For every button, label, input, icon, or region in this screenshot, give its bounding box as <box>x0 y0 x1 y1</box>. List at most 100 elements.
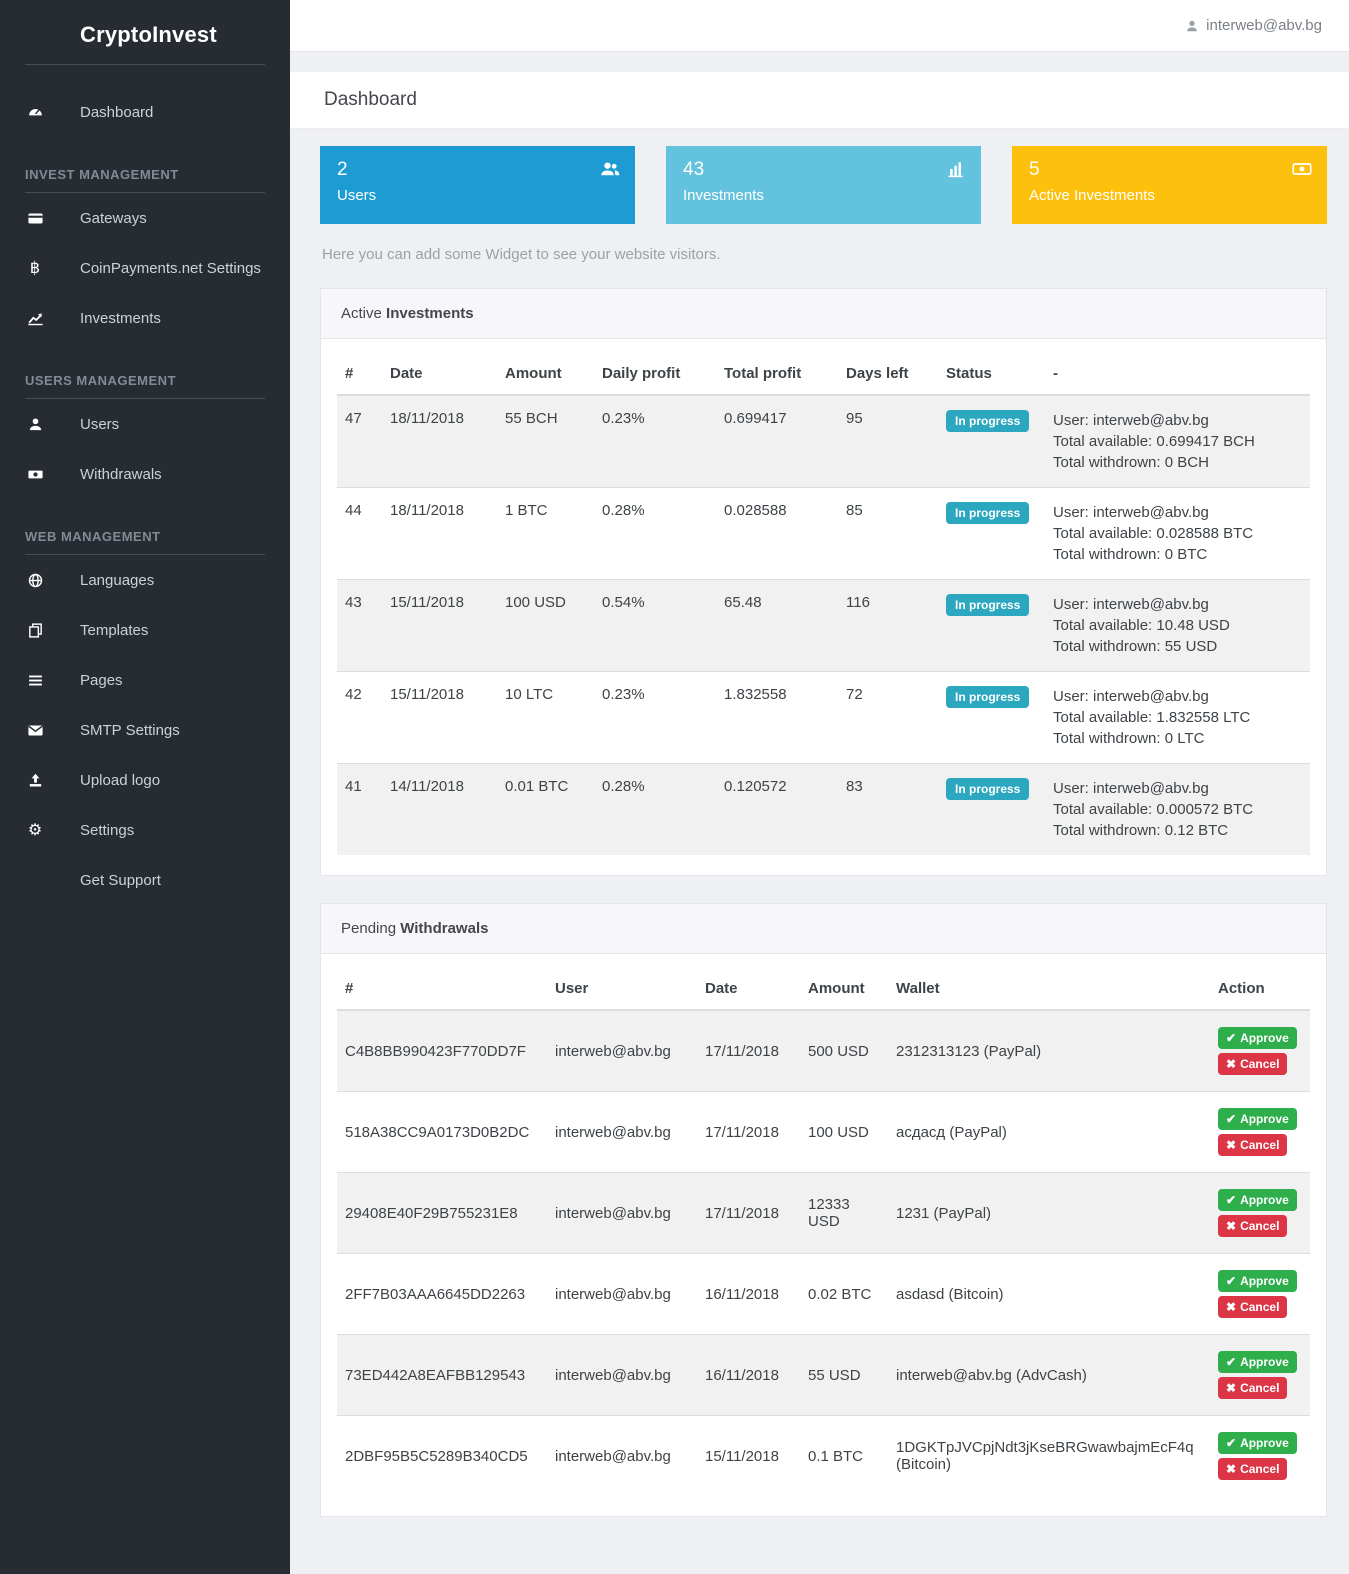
approve-button[interactable]: ✔ Approve <box>1218 1351 1297 1373</box>
investment-row: 43 15/11/2018 100 USD 0.54% 65.48 116 In… <box>337 579 1310 672</box>
sidebar-item-upload-logo[interactable]: Upload logo <box>0 755 290 805</box>
money-icon <box>1292 159 1312 184</box>
topbar-user-menu[interactable]: interweb@abv.bg <box>1185 17 1322 34</box>
sidebar-item-get-support[interactable]: Get Support <box>0 855 290 905</box>
withdrawal-row: 29408E40F29B755231E8 interweb@abv.bg 17/… <box>337 1172 1310 1254</box>
check-icon: ✔ <box>1226 1274 1237 1288</box>
pending-withdrawals-panel: Pending Withdrawals # User Date Amount W… <box>320 903 1327 1517</box>
sidebar-item-coinpayments-settings[interactable]: ฿ CoinPayments.net Settings <box>0 243 290 293</box>
sidebar-item-pages[interactable]: Pages <box>0 655 290 705</box>
investment-daily-profit: 0.23% <box>594 394 716 488</box>
sidebar-item-label: SMTP Settings <box>80 721 180 739</box>
bar-chart-icon <box>946 159 966 184</box>
check-icon: ✔ <box>1226 1031 1237 1045</box>
investment-amount: 100 USD <box>497 579 594 672</box>
detail-total-available: Total available: 0.028588 BTC <box>1053 525 1254 542</box>
investment-daily-profit: 0.28% <box>594 487 716 580</box>
withdrawal-row: 73ED442A8EAFBB129543 interweb@abv.bg 16/… <box>337 1334 1310 1416</box>
withdrawal-amount: 0.1 BTC <box>800 1415 888 1496</box>
detail-total-withdrawn: Total withdrown: 0 BTC <box>1053 546 1208 563</box>
page-title: Dashboard <box>324 89 417 110</box>
topbar: interweb@abv.bg <box>290 0 1349 52</box>
col-status: Status <box>938 353 1045 396</box>
investment-id: 47 <box>337 394 382 488</box>
detail-user: User: interweb@abv.bg <box>1053 596 1209 613</box>
cross-icon: ✖ <box>1226 1462 1237 1476</box>
panel-title-bold: Investments <box>386 305 474 322</box>
approve-button[interactable]: ✔ Approve <box>1218 1027 1297 1049</box>
stat-card-investments: 43 Investments <box>666 146 981 224</box>
withdrawal-user: interweb@abv.bg <box>547 1334 697 1416</box>
check-icon: ✔ <box>1226 1436 1237 1450</box>
withdrawal-actions: ✔ Approve ✖ Cancel <box>1210 1091 1310 1173</box>
sidebar-item-withdrawals[interactable]: Withdrawals <box>0 449 290 499</box>
table-header-row: # Date Amount Daily profit Total profit … <box>337 353 1310 396</box>
cancel-button[interactable]: ✖ Cancel <box>1218 1296 1288 1318</box>
col-user: User <box>547 968 697 1011</box>
cancel-button[interactable]: ✖ Cancel <box>1218 1134 1288 1156</box>
sidebar-section-web-management: WEB MANAGEMENT <box>25 529 161 544</box>
cancel-button[interactable]: ✖ Cancel <box>1218 1215 1288 1237</box>
sidebar-item-gateways[interactable]: Gateways <box>0 193 290 243</box>
sidebar-item-investments[interactable]: Investments <box>0 293 290 343</box>
stat-label: Active Investments <box>1029 187 1155 204</box>
approve-label: Approve <box>1240 1193 1289 1207</box>
cancel-button[interactable]: ✖ Cancel <box>1218 1053 1288 1075</box>
withdrawal-actions: ✔ Approve ✖ Cancel <box>1210 1172 1310 1254</box>
investment-total-profit: 0.120572 <box>716 763 838 855</box>
status-badge: In progress <box>946 778 1030 800</box>
approve-label: Approve <box>1240 1436 1289 1450</box>
copy-icon <box>25 620 45 640</box>
detail-total-available: Total available: 1.832558 LTC <box>1053 709 1251 726</box>
approve-button[interactable]: ✔ Approve <box>1218 1270 1297 1292</box>
cross-icon: ✖ <box>1226 1057 1237 1071</box>
detail-total-withdrawn: Total withdrown: 55 USD <box>1053 638 1218 655</box>
detail-user: User: interweb@abv.bg <box>1053 504 1209 521</box>
col-details: - <box>1045 353 1310 396</box>
withdrawal-user: interweb@abv.bg <box>547 1253 697 1335</box>
cancel-button[interactable]: ✖ Cancel <box>1218 1377 1288 1399</box>
sidebar-item-languages[interactable]: Languages <box>0 555 290 605</box>
approve-button[interactable]: ✔ Approve <box>1218 1108 1297 1130</box>
investment-details: User: interweb@abv.bg Total available: 0… <box>1045 487 1310 580</box>
cancel-label: Cancel <box>1240 1057 1280 1071</box>
withdrawal-date: 17/11/2018 <box>697 1172 800 1254</box>
stat-value: 43 <box>683 159 705 180</box>
cancel-label: Cancel <box>1240 1462 1280 1476</box>
brand-logo[interactable]: CryptoInvest <box>80 22 217 47</box>
investment-amount: 1 BTC <box>497 487 594 580</box>
sidebar-section-users-management: USERS MANAGEMENT <box>25 373 177 388</box>
investment-details: User: interweb@abv.bg Total available: 1… <box>1045 671 1310 764</box>
bitcoin-icon: ฿ <box>29 260 41 277</box>
investment-row: 41 14/11/2018 0.01 BTC 0.28% 0.120572 83… <box>337 763 1310 855</box>
cancel-button[interactable]: ✖ Cancel <box>1218 1458 1288 1480</box>
sidebar-item-templates[interactable]: Templates <box>0 605 290 655</box>
panel-body: # Date Amount Daily profit Total profit … <box>321 339 1326 875</box>
sidebar-item-dashboard[interactable]: Dashboard <box>0 87 290 137</box>
check-icon: ✔ <box>1226 1355 1237 1369</box>
cancel-label: Cancel <box>1240 1381 1280 1395</box>
sidebar-item-smtp-settings[interactable]: SMTP Settings <box>0 705 290 755</box>
investment-days-left: 95 <box>838 394 938 488</box>
withdrawal-row: C4B8BB990423F770DD7F interweb@abv.bg 17/… <box>337 1009 1310 1092</box>
withdrawal-wallet: асдасд (PayPal) <box>888 1091 1210 1173</box>
cross-icon: ✖ <box>1226 1138 1237 1152</box>
approve-button[interactable]: ✔ Approve <box>1218 1189 1297 1211</box>
approve-label: Approve <box>1240 1031 1289 1045</box>
investment-amount: 55 BCH <box>497 394 594 488</box>
col-wallet: Wallet <box>888 968 1210 1011</box>
blank-icon <box>25 870 45 890</box>
investment-row: 47 18/11/2018 55 BCH 0.23% 0.699417 95 I… <box>337 394 1310 488</box>
status-badge: In progress <box>946 594 1030 616</box>
sidebar-item-users[interactable]: Users <box>0 399 290 449</box>
investment-id: 43 <box>337 579 382 672</box>
credit-card-icon <box>25 208 45 228</box>
investment-total-profit: 1.832558 <box>716 671 838 764</box>
sidebar-item-settings[interactable]: ⚙ Settings <box>0 805 290 855</box>
withdrawal-id: 73ED442A8EAFBB129543 <box>337 1334 547 1416</box>
approve-button[interactable]: ✔ Approve <box>1218 1432 1297 1454</box>
col-days-left: Days left <box>838 353 938 396</box>
user-icon <box>25 414 45 434</box>
investment-amount: 10 LTC <box>497 671 594 764</box>
investment-id: 44 <box>337 487 382 580</box>
